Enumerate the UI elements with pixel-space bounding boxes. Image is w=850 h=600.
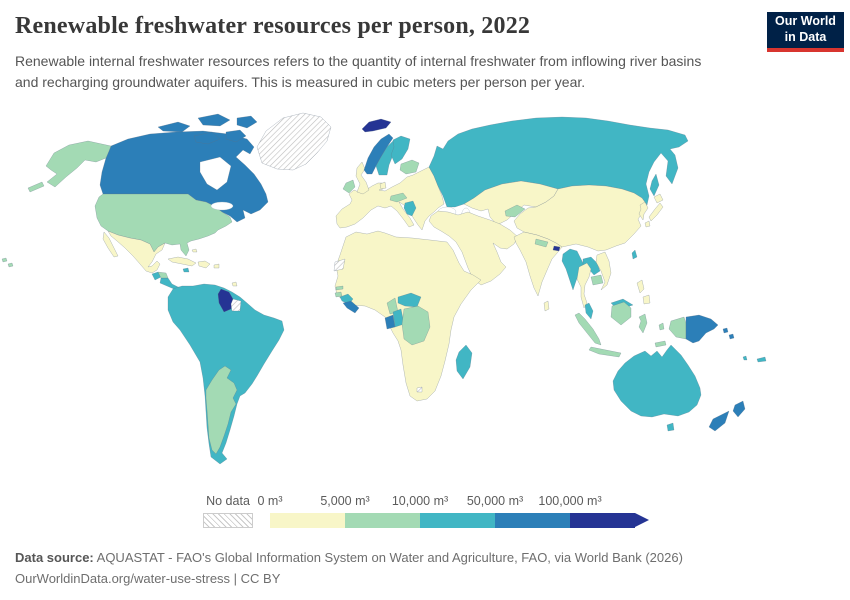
country-argentina[interactable] (205, 365, 238, 455)
data-source-label: Data source: (15, 550, 94, 565)
country-honduras[interactable] (157, 271, 169, 279)
country-bahamas[interactable] (191, 248, 198, 253)
country-trinidad[interactable] (231, 281, 238, 287)
country-greenland[interactable] (256, 112, 332, 171)
chart-footer: Data source: AQUASTAT - FAO's Global Inf… (15, 548, 683, 590)
legend-bin-4[interactable] (570, 513, 635, 528)
country-new-zealand[interactable] (708, 400, 746, 432)
country-canada-arctic-islands[interactable] (157, 113, 258, 145)
region-europe[interactable] (335, 166, 445, 231)
country-vietnam[interactable] (595, 251, 612, 291)
country-taiwan[interactable] (631, 249, 638, 260)
country-sri-lanka[interactable] (543, 300, 550, 312)
country-cambodia[interactable] (590, 274, 604, 286)
owid-logo-line1: Our World (775, 14, 836, 29)
country-madagascar[interactable] (455, 344, 473, 380)
country-norway[interactable] (363, 133, 394, 175)
country-western-sahara[interactable] (333, 258, 346, 272)
country-guyana[interactable] (217, 288, 234, 313)
legend-bin-2[interactable] (420, 513, 495, 528)
legend-bin-3[interactable] (495, 513, 570, 528)
country-korea[interactable] (638, 201, 649, 221)
legend-tick-0: 0 m³ (257, 494, 283, 508)
legend-tick-3: 50,000 m³ (466, 494, 524, 508)
legend-no-data-label: No data (206, 494, 250, 508)
legend-tick-2: 10,000 m³ (391, 494, 449, 508)
legend-color-scale: 0 m³ 5,000 m³ 10,000 m³ 50,000 m³ 100,00… (258, 494, 670, 528)
owid-logo-line2: in Data (784, 30, 827, 44)
country-lesotho[interactable] (416, 386, 423, 393)
region-alpine-countries[interactable] (389, 192, 408, 203)
country-hispaniola[interactable] (197, 260, 211, 269)
region-balkans[interactable] (403, 200, 417, 217)
owid-logo[interactable]: Our World in Data (767, 12, 844, 52)
country-australia-tasmania[interactable] (666, 422, 675, 432)
map-legend: No data 0 m³ 5,000 m³ 10,000 m³ 50,000 m… (203, 494, 670, 528)
chart-subtitle: Renewable internal freshwater resources … (15, 53, 702, 90)
country-gambia-guinea-bissau[interactable] (334, 285, 344, 298)
country-thailand[interactable] (576, 262, 592, 309)
legend-tick-labels: 0 m³ 5,000 m³ 10,000 m³ 50,000 m³ 100,00… (258, 494, 670, 511)
country-fiji[interactable] (742, 355, 748, 361)
country-papua-new-guinea[interactable] (685, 314, 719, 344)
country-china[interactable] (513, 184, 648, 252)
country-alaska-usa[interactable] (27, 140, 112, 193)
country-indonesia[interactable] (574, 301, 687, 358)
country-philippines[interactable] (636, 279, 651, 305)
country-nepal[interactable] (534, 238, 549, 248)
country-russia-sakhalin[interactable] (649, 173, 660, 197)
country-mexico[interactable] (102, 230, 166, 274)
country-solomon-islands[interactable] (722, 327, 735, 340)
country-hawaii-usa[interactable] (1, 257, 14, 268)
legend-no-data[interactable]: No data (203, 494, 253, 528)
country-jamaica[interactable] (182, 267, 190, 273)
country-new-caledonia[interactable] (756, 356, 767, 363)
page-title: Renewable freshwater resources per perso… (15, 13, 531, 39)
country-united-kingdom[interactable] (355, 161, 370, 195)
world-map (1, 112, 767, 465)
great-lakes (210, 201, 234, 211)
legend-tick-1: 5,000 m³ (320, 494, 370, 508)
country-india[interactable] (513, 231, 563, 297)
legend-bar (270, 513, 670, 528)
data-source-text: AQUASTAT - FAO's Global Information Syst… (93, 550, 683, 565)
country-australia[interactable] (612, 344, 702, 418)
data-source-line: Data source: AQUASTAT - FAO's Global Inf… (15, 548, 683, 569)
country-suriname[interactable] (230, 298, 242, 312)
legend-arrow (635, 513, 649, 527)
country-ireland[interactable] (342, 179, 356, 194)
license-line[interactable]: OurWorldinData.org/water-use-stress | CC… (15, 570, 281, 586)
country-dr-congo[interactable] (401, 305, 431, 346)
country-cuba[interactable] (167, 256, 197, 267)
legend-bin-1[interactable] (345, 513, 420, 528)
country-bhutan[interactable] (552, 245, 561, 252)
legend-no-data-swatch (203, 513, 253, 528)
region-baltic-states[interactable] (399, 159, 420, 175)
country-sierra-leone-liberia[interactable] (342, 300, 360, 314)
region-middle-east[interactable] (428, 210, 519, 286)
legend-tick-4: 100,000 m³ (538, 494, 602, 508)
country-denmark[interactable] (379, 181, 387, 190)
legend-bin-0[interactable] (270, 513, 345, 528)
country-finland[interactable] (390, 135, 411, 165)
country-puerto-rico[interactable] (213, 263, 220, 269)
country-japan[interactable] (644, 193, 664, 228)
country-iceland[interactable] (361, 118, 392, 133)
country-kyrgyzstan[interactable] (504, 204, 526, 218)
